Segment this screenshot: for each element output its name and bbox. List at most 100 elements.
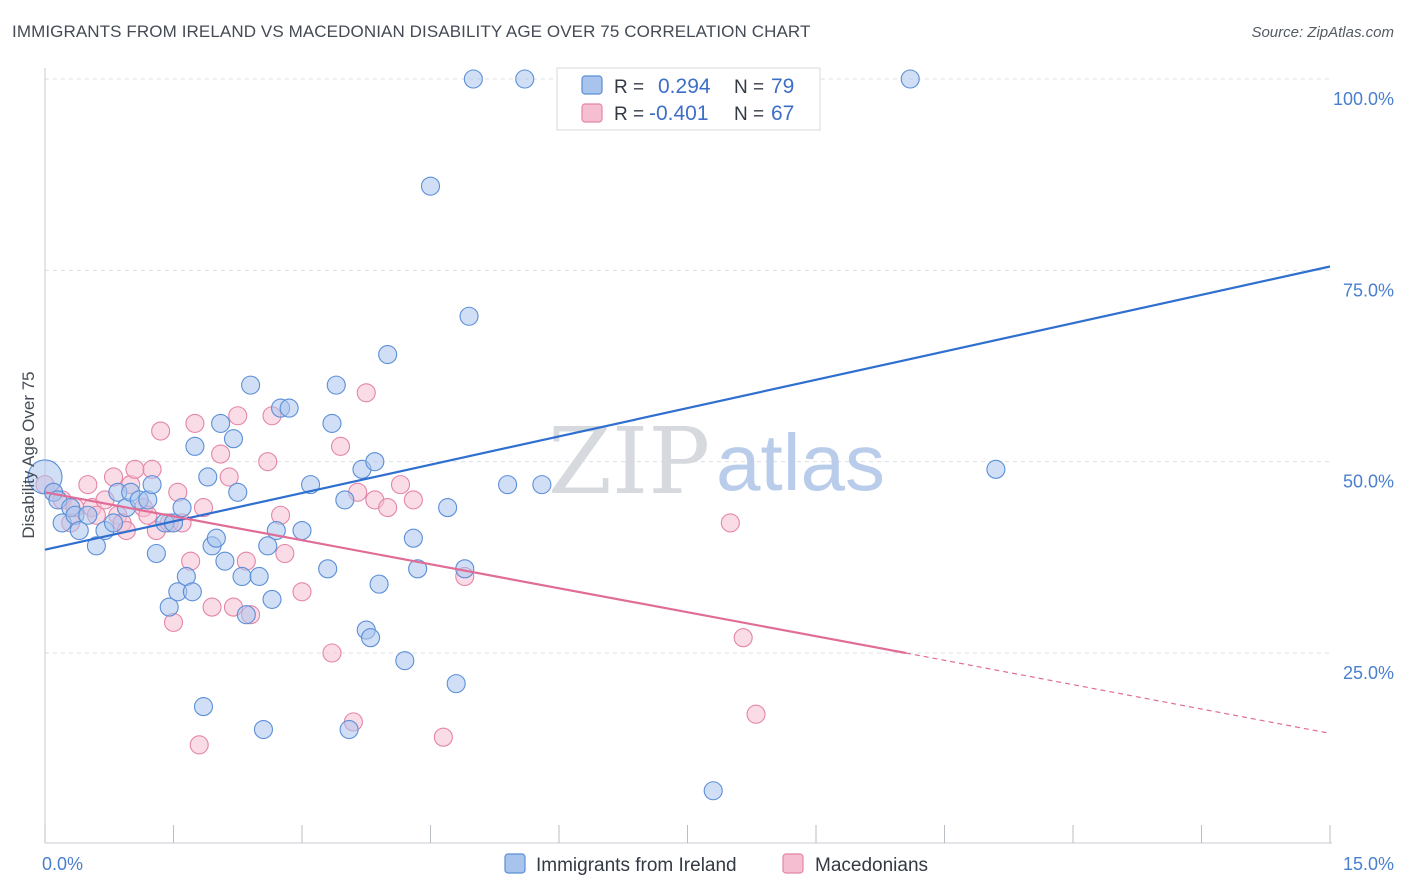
x-tick-label-1: 15.0%	[1343, 854, 1394, 874]
watermark-atlas: atlas	[716, 418, 885, 507]
ireland-point-53	[360, 628, 381, 648]
ireland-point-17	[146, 543, 166, 564]
legend-swatch-ireland	[581, 75, 603, 95]
ireland-point-35	[236, 605, 256, 625]
ireland-point-36	[241, 375, 261, 395]
macedonians-point-25	[185, 413, 205, 433]
series-swatch-ireland	[504, 853, 526, 874]
source-credit: Source: ZipAtlas.com	[1251, 24, 1394, 41]
ireland-point-24	[182, 582, 202, 602]
ireland-point-7	[78, 505, 98, 525]
y-tick-labels: 25.0% 50.0% 75.0% 100.0%	[1333, 89, 1394, 683]
ireland-point-46	[318, 559, 338, 579]
ireland-point-54	[365, 452, 385, 472]
legend-n-label-1: N =	[734, 77, 764, 98]
series-label-macedonians: Macedonians	[815, 855, 928, 876]
macedonians-point-39	[292, 582, 312, 602]
ireland-point-25	[185, 436, 205, 456]
ireland-points	[27, 69, 1006, 801]
watermark-zip: ZIP	[548, 408, 710, 515]
ireland-point-71	[986, 459, 1006, 479]
ireland-point-69	[703, 781, 723, 801]
legend-r-label-1: R =	[614, 77, 644, 98]
legend-n-value-1: 79	[771, 75, 794, 98]
series-swatch-macedonians	[782, 853, 804, 874]
macedonians-point-40	[322, 643, 342, 663]
macedonians-point-27	[193, 498, 214, 518]
ireland-point-32	[223, 429, 244, 449]
watermark: ZIP atlas	[548, 408, 885, 515]
y-tick-label-0: 25.0%	[1343, 663, 1394, 683]
ireland-point-16	[142, 475, 162, 495]
macedonians-point-47	[390, 475, 411, 495]
macedonians-point-41	[330, 436, 351, 456]
macedonians-trendline	[44, 491, 907, 655]
macedonians-point-46	[378, 498, 398, 518]
macedonians-point-29	[211, 444, 231, 464]
ireland-point-10	[103, 513, 124, 533]
ireland-point-47	[322, 413, 342, 433]
legend-n-value-2: 67	[771, 102, 794, 125]
legend-r-value-1: 0.294	[658, 75, 711, 98]
x-tick-label-0: 0.0%	[42, 854, 83, 874]
series-legend: Immigrants from Ireland Macedonians	[504, 853, 928, 876]
x-tick-labels: 0.0% 15.0%	[42, 854, 1394, 874]
series-label-ireland: Immigrants from Ireland	[536, 855, 737, 876]
macedonians-trendline-extension	[905, 652, 1331, 734]
macedonians-point-35	[258, 452, 278, 472]
y-tick-label-3: 100.0%	[1333, 89, 1394, 109]
ireland-point-31	[215, 551, 235, 571]
gridlines	[45, 78, 1330, 654]
macedonians-point-19	[151, 421, 171, 441]
ireland-trendline	[44, 265, 1331, 551]
ireland-point-39	[258, 536, 278, 556]
ireland-point-29	[206, 528, 226, 548]
trendlines	[44, 265, 1331, 734]
ireland-point-34	[232, 566, 252, 587]
ireland-point-58	[403, 528, 423, 548]
ireland-point-56	[378, 344, 398, 365]
ireland-point-59	[408, 559, 428, 579]
ireland-point-8	[86, 536, 106, 556]
macedonians-point-28	[202, 597, 222, 617]
legend-r-value-2: -0.401	[649, 102, 709, 125]
ireland-point-61	[438, 498, 458, 518]
legend-swatch-macedonians	[581, 103, 603, 123]
macedonians-point-26	[189, 735, 209, 755]
ireland-point-62	[446, 674, 466, 694]
ireland-point-6	[69, 520, 89, 541]
ireland-point-67	[515, 69, 535, 89]
ireland-point-22	[172, 498, 192, 518]
macedonians-point-51	[720, 513, 740, 533]
ireland-point-68	[532, 475, 552, 495]
ireland-point-48	[326, 375, 346, 395]
ireland-point-27	[198, 467, 218, 487]
macedonians-point-49	[433, 727, 453, 747]
macedonians-point-38	[275, 543, 295, 564]
ireland-point-38	[253, 719, 274, 740]
y-tick-label-2: 75.0%	[1343, 280, 1394, 300]
chart-title: IMMIGRANTS FROM IRELAND VS MACEDONIAN DI…	[12, 22, 811, 41]
ireland-point-64	[459, 306, 479, 326]
axes	[44, 68, 1332, 844]
legend-r-label-2: R =	[614, 104, 644, 125]
ireland-point-30	[211, 413, 231, 433]
macedonians-point-14	[125, 459, 145, 479]
correlation-legend: R = 0.294 N = 79 R = -0.401 N = 67	[556, 67, 821, 131]
legend-n-label-2: N =	[734, 104, 764, 125]
ireland-point-70	[900, 69, 920, 89]
ireland-point-44	[292, 520, 312, 541]
ireland-point-33	[228, 482, 248, 502]
y-axis-label: Disability Age Over 75	[19, 371, 38, 538]
ireland-point-60	[420, 176, 441, 196]
macedonians-point-48	[403, 490, 423, 510]
ireland-point-57	[395, 651, 415, 671]
macedonians-point-30	[219, 467, 239, 487]
macedonians-point-53	[746, 704, 766, 724]
ireland-point-43	[279, 398, 299, 418]
ireland-point-55	[369, 574, 389, 594]
ireland-point-19	[159, 597, 179, 617]
ireland-point-40	[262, 589, 282, 609]
ireland-point-26	[193, 697, 214, 717]
